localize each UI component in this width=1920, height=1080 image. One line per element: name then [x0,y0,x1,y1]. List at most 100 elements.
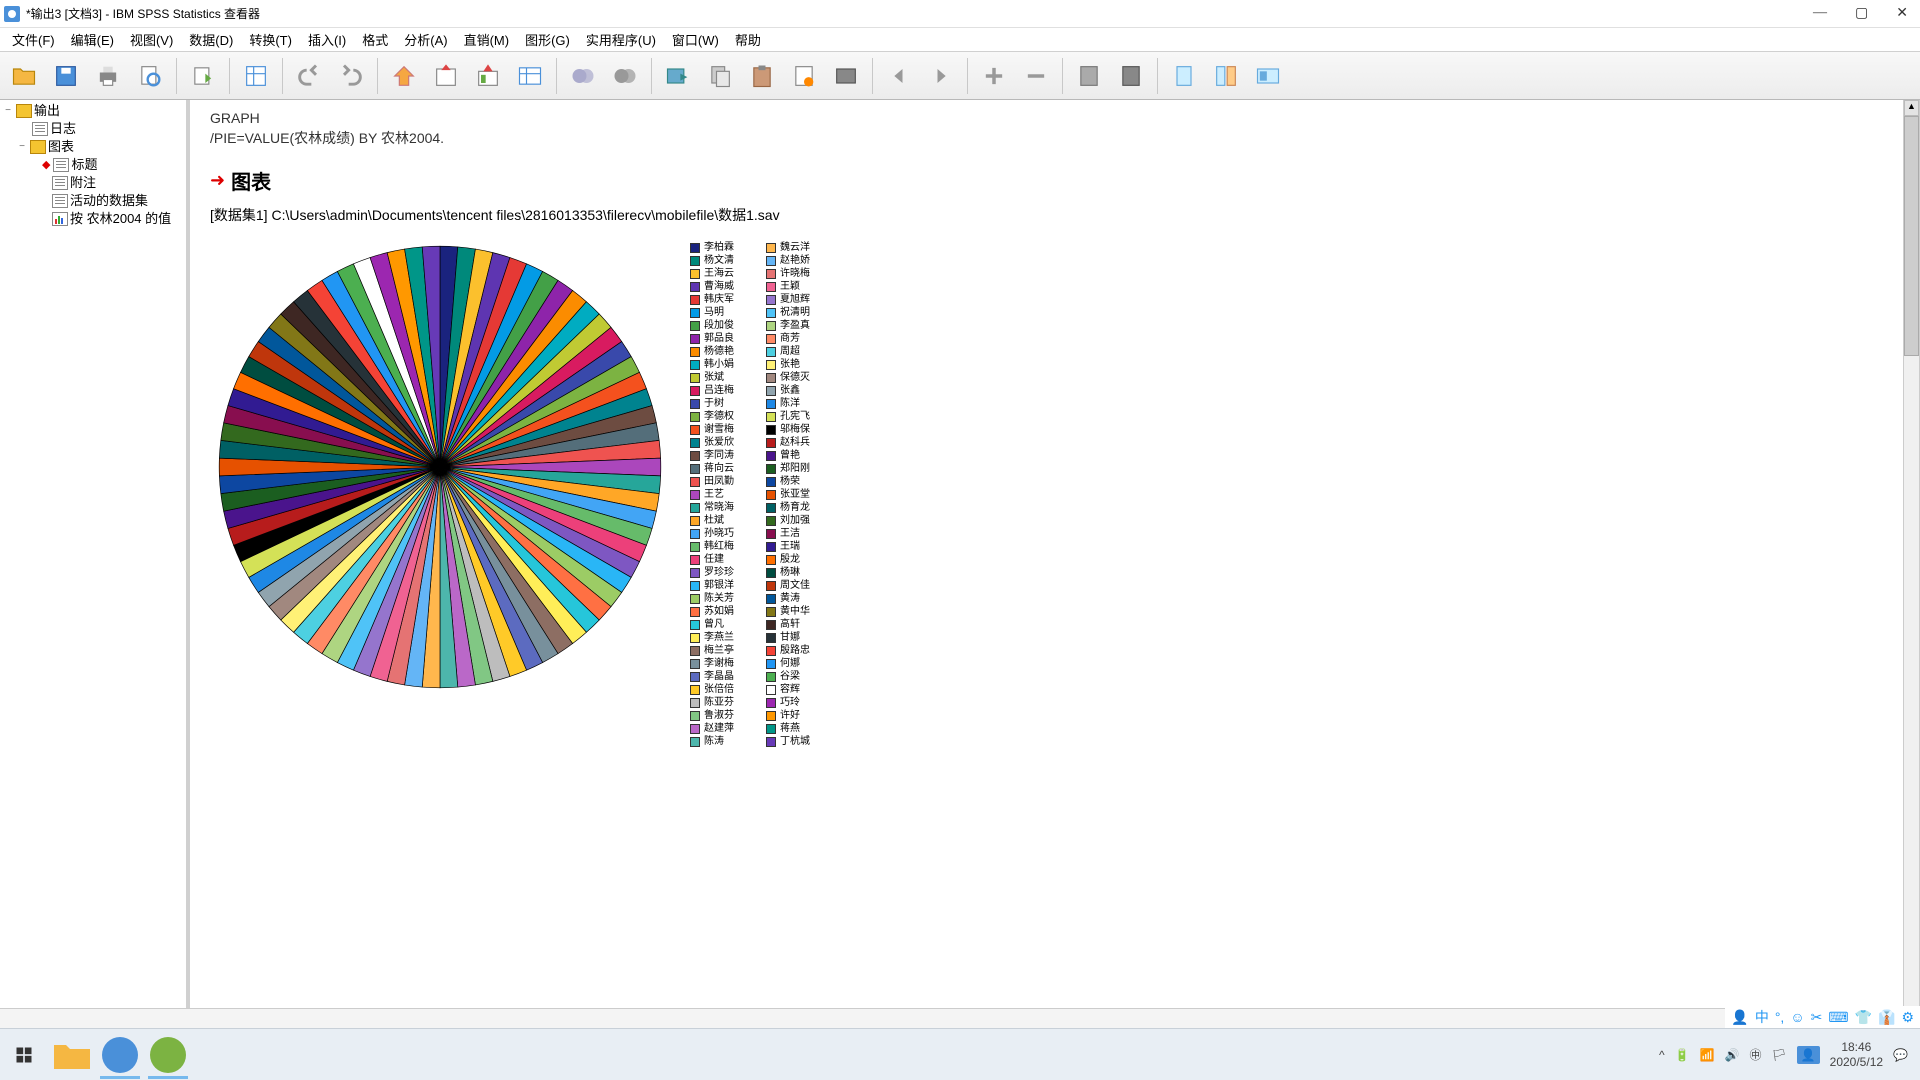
tray-user-icon[interactable]: 👤 [1797,1046,1820,1064]
menu-item[interactable]: 文件(F) [6,28,61,51]
tree-root-label: 输出 [34,102,60,120]
hide-button[interactable] [1111,56,1151,96]
script-button[interactable] [784,56,824,96]
legend-item: 张斌 [690,371,734,384]
ime-emoji-icon[interactable]: ☺ [1790,1009,1804,1025]
open-button[interactable] [4,56,44,96]
tree-note[interactable]: 附注 [2,174,186,192]
tray-notifications-icon[interactable]: 💬 [1893,1048,1908,1062]
goto-button[interactable] [384,56,424,96]
export-button[interactable] [183,56,223,96]
legend-item: 蒋燕 [766,722,810,735]
ime-cut-icon[interactable]: ✂ [1811,1009,1823,1026]
menu-item[interactable]: 编辑(E) [65,28,120,51]
menu-item[interactable]: 转换(T) [243,28,298,51]
insert-heading-button[interactable] [426,56,466,96]
tree-root[interactable]: − 输出 [2,102,186,120]
legend-item: 保德灭 [766,371,810,384]
menu-item[interactable]: 视图(V) [124,28,179,51]
page-button[interactable] [1164,56,1204,96]
maximize-button[interactable]: ▢ [1855,5,1868,22]
legend-item: 杜斌 [690,514,734,527]
close-button[interactable]: ✕ [1896,5,1908,22]
print-button[interactable] [88,56,128,96]
ime-punct-icon[interactable]: °, [1775,1009,1785,1025]
start-button[interactable] [0,1031,48,1079]
dialog-button[interactable] [826,56,866,96]
tree-log[interactable]: 日志 [2,120,186,138]
legend-item: 吕连梅 [690,384,734,397]
task-app2[interactable] [144,1031,192,1079]
save-button[interactable] [46,56,86,96]
data-button[interactable] [236,56,276,96]
expand-button[interactable] [974,56,1014,96]
prev-button[interactable] [879,56,919,96]
paste-button[interactable] [742,56,782,96]
legend-item: 陈洋 [766,397,810,410]
next-button[interactable] [921,56,961,96]
legend-item: 高轩 [766,618,810,631]
legend-item: 王瑞 [766,540,810,553]
outline-button[interactable] [1206,56,1246,96]
ime-keyboard-icon[interactable]: ⌨ [1828,1009,1848,1026]
tray-flag-icon[interactable]: 🏳 [1771,1048,1786,1062]
content-vscroll[interactable]: ▲▼ [1903,100,1919,1044]
ime-person-icon[interactable]: 👕 [1855,1009,1872,1026]
ime-user-icon[interactable]: 👤 [1731,1009,1748,1026]
menu-item[interactable]: 帮助 [729,28,767,51]
tray-wifi-icon[interactable]: 📶 [1700,1048,1715,1062]
tray-clock[interactable]: 18:46 2020/5/12 [1830,1040,1883,1070]
redo-button[interactable] [331,56,371,96]
legend-item: 陈关芳 [690,592,734,605]
tray-volume-icon[interactable]: 🔊 [1725,1048,1740,1062]
task-app1[interactable] [96,1031,144,1079]
legend-item: 商芳 [766,332,810,345]
tree-title[interactable]: ◆标题 [2,156,186,174]
tray-ime-icon[interactable]: ㊥ [1749,1046,1761,1063]
task-explorer[interactable] [48,1031,96,1079]
menu-item[interactable]: 插入(I) [302,28,352,51]
tree-byvalue[interactable]: 按 农林2004 的值 [2,210,186,228]
undo-button[interactable] [289,56,329,96]
select-last-button[interactable] [605,56,645,96]
legend-item: 邬梅保 [766,423,810,436]
menu-item[interactable]: 窗口(W) [666,28,725,51]
chart-output[interactable]: 李柏霖杨文清王海云曹海威韩庆军马明段加俊郭品良杨德艳韩小娟张斌吕连梅于树李德权谢… [210,237,1899,748]
ime-shirt-icon[interactable]: 👔 [1878,1009,1895,1026]
insert-title-button[interactable] [468,56,508,96]
legend-item: 杨德艳 [690,345,734,358]
designate-button[interactable] [658,56,698,96]
legend-item: 殷龙 [766,553,810,566]
legend-item: 谷梁 [766,670,810,683]
insert-text-button[interactable] [510,56,550,96]
tree-active-dataset[interactable]: 活动的数据集 [2,192,186,210]
minimize-button[interactable]: — [1813,5,1827,22]
legend-item: 周文佳 [766,579,810,592]
menu-item[interactable]: 分析(A) [398,28,453,51]
legend-item: 郑阳刚 [766,462,810,475]
menu-item[interactable]: 数据(D) [183,28,239,51]
tray-chevron-icon[interactable]: ^ [1659,1048,1665,1062]
ime-settings-icon[interactable]: ⚙ [1901,1009,1914,1026]
legend-item: 陈亚芬 [690,696,734,709]
legend-item: 甘娜 [766,631,810,644]
menu-item[interactable]: 图形(G) [519,28,576,51]
legend-item: 谢雪梅 [690,423,734,436]
legend-item: 马明 [690,306,734,319]
collapse-button[interactable] [1016,56,1056,96]
toolbar [0,52,1920,100]
viewer-button[interactable] [1248,56,1288,96]
legend-item: 李谢梅 [690,657,734,670]
statusbar: IBM SPSS S [0,1008,1920,1028]
show-button[interactable] [1069,56,1109,96]
select-all-button[interactable] [563,56,603,96]
tray-battery-icon[interactable]: 🔋 [1675,1048,1690,1062]
preview-button[interactable] [130,56,170,96]
copy-button[interactable] [700,56,740,96]
menu-item[interactable]: 格式 [356,28,394,51]
menu-item[interactable]: 直销(M) [458,28,516,51]
tree-chart-group[interactable]: − 图表 [2,138,186,156]
menu-item[interactable]: 实用程序(U) [580,28,662,51]
ime-mode[interactable]: 中 [1755,1007,1769,1027]
legend-item: 何娜 [766,657,810,670]
